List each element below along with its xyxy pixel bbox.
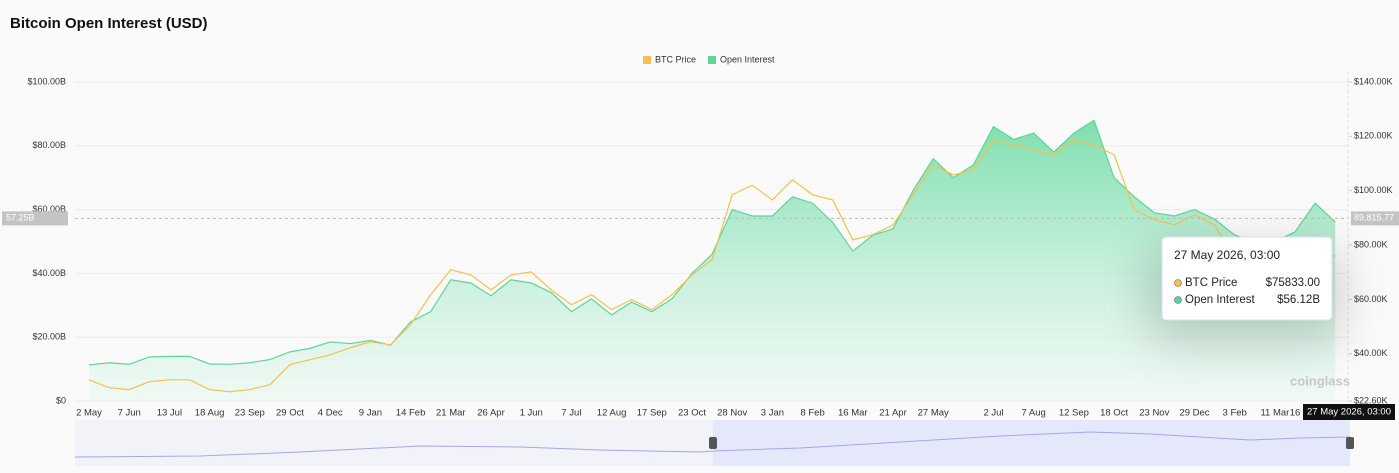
y2-tick-label: $80.00K	[1354, 239, 1388, 249]
y-tick-label: $60.00B	[32, 204, 66, 214]
line	[88, 139, 1336, 393]
crosshair-x-label-bg	[1303, 404, 1395, 420]
x-tick-label: 17 Sep	[637, 408, 667, 419]
crosshair-label-bg	[1351, 211, 1399, 226]
x-tick-label: 29 Dec	[1179, 408, 1209, 419]
tooltip-value: $56.12B	[1277, 294, 1320, 306]
tooltip-value: $75833.00	[1266, 277, 1320, 289]
x-tick-label: 7 Jun	[118, 408, 141, 419]
x-tick-label: 3 Jan	[761, 408, 784, 419]
navigator-selection[interactable]	[713, 420, 1350, 466]
y2-tick-label: $120.00K	[1354, 131, 1393, 141]
y-tick-label: $20.00B	[32, 332, 66, 342]
y-tick-label: $100.00B	[27, 76, 66, 86]
y-tick-label: $80.00B	[32, 140, 66, 150]
navigator-line	[74, 431, 1351, 458]
navigator-handle[interactable]	[709, 437, 717, 449]
x-tick-label: 26 Apr	[477, 408, 504, 419]
x-tick-label: 2 May	[76, 408, 102, 419]
y2-tick-label: $140.00K	[1354, 76, 1393, 86]
x-tick-label: 11 Mar	[1260, 408, 1289, 419]
y2-tick-label: $22.60K	[1354, 395, 1388, 405]
x-tick-label: 12 Aug	[597, 408, 627, 419]
y2-tick-label: $100.00K	[1354, 185, 1393, 195]
crosshair-label-bg	[2, 211, 68, 226]
tooltip-dot	[1174, 279, 1182, 287]
x-tick-label: 27 May	[918, 408, 949, 419]
crosshair-x-label: 27 May 2026, 03:00	[1307, 407, 1391, 418]
x-tick-label: 9 Jan	[359, 408, 382, 419]
legend-swatch	[643, 56, 651, 64]
tooltip-title: 27 May 2026, 03:00	[1174, 248, 1280, 262]
y2-tick-label: $60.00K	[1354, 294, 1388, 304]
x-tick-label: 2 Jul	[983, 408, 1003, 419]
crosshair-label: 89,815.77	[1354, 213, 1394, 223]
tooltip-dot	[1174, 296, 1182, 304]
tooltip-name: Open Interest	[1185, 294, 1255, 306]
x-tick-label: 23 Nov	[1139, 408, 1169, 419]
y2-tick-label: $40.00K	[1354, 348, 1388, 358]
x-tick-label: 13 Jul	[157, 408, 182, 419]
x-tick-label: 21 Apr	[879, 408, 906, 419]
x-tick-label: 4 Dec	[318, 408, 343, 419]
tooltip	[1161, 236, 1333, 321]
area	[89, 120, 1336, 401]
x-tick-label: 1 Jun	[520, 408, 543, 419]
x-tick-label: 7 Aug	[1022, 408, 1046, 419]
y-tick-label: $0	[56, 395, 66, 405]
tooltip-name: BTC Price	[1185, 277, 1237, 289]
x-tick-label: 18 Oct	[1100, 408, 1128, 419]
watermark: coinglass	[1290, 373, 1350, 388]
x-tick-label: 7 Jul	[561, 408, 581, 419]
legend-label: BTC Price	[655, 54, 696, 64]
x-tick-label: 23 Sep	[235, 408, 265, 419]
x-tick-label: 23 Oct	[678, 408, 706, 419]
chart-title: Bitcoin Open Interest (USD)	[10, 15, 208, 32]
x-tick-label: 18 Aug	[195, 408, 225, 419]
legend-label: Open Interest	[720, 54, 775, 64]
x-tick-label: 29 Oct	[276, 408, 304, 419]
navigator-handle[interactable]	[1346, 437, 1354, 449]
x-tick-label: 14 Feb	[396, 408, 426, 419]
x-tick-label: 8 Feb	[800, 408, 824, 419]
legend-swatch	[708, 56, 717, 64]
navigator[interactable]	[74, 420, 1354, 466]
x-tick-label: 12 Sep	[1059, 408, 1089, 419]
x-tick-label: 21 Mar	[436, 408, 466, 419]
crosshair-label: 57.25B	[6, 213, 35, 223]
x-tick-label: 16 Mar	[838, 408, 868, 419]
x-tick-label: 3 Feb	[1223, 408, 1247, 419]
x-tick-label: 16	[1290, 408, 1301, 419]
x-tick-label: 28 Nov	[717, 408, 747, 419]
y-tick-label: $40.00B	[32, 268, 66, 278]
